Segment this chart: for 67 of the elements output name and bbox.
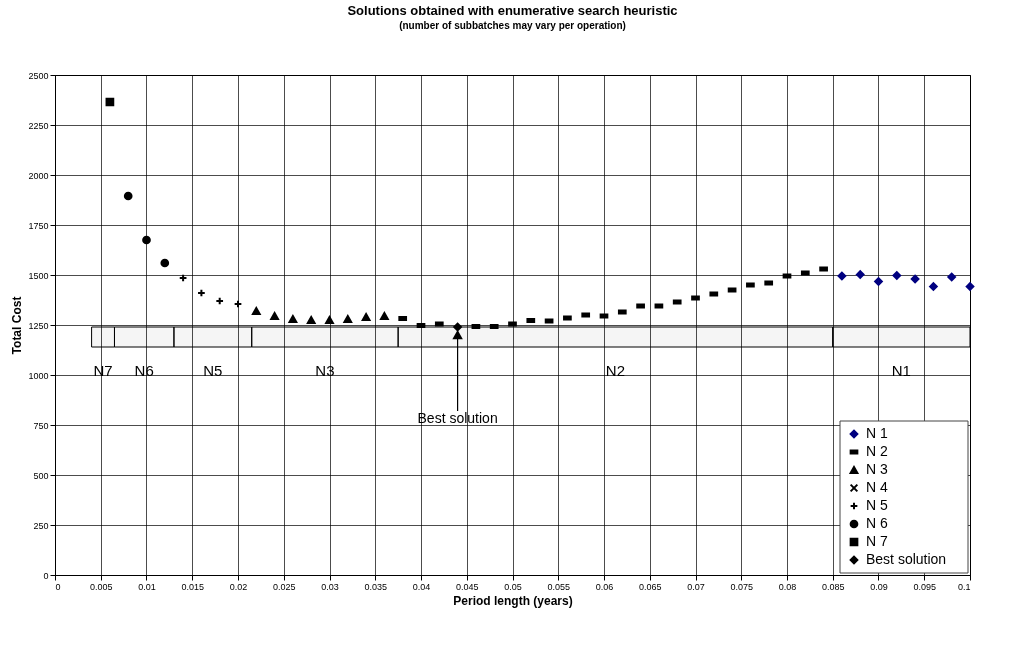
legend-label: N 5 (866, 497, 888, 513)
x-tick-label: 0.085 (821, 581, 845, 592)
x-tick-label: 0.025 (272, 581, 296, 592)
x-axis-title: Period length (years) (453, 593, 573, 608)
band-label: N1 (891, 362, 911, 379)
x-tick-label: 0.005 (89, 581, 113, 592)
point (837, 271, 847, 281)
x-tick-label: 0.05 (504, 581, 522, 592)
point (142, 235, 151, 245)
x-tick-label: 0.01 (138, 581, 156, 592)
y-tick-label: 2250 (28, 120, 49, 131)
y-tick-label: 1000 (28, 370, 49, 381)
point (306, 316, 316, 324)
point (343, 315, 353, 323)
point (123, 191, 133, 201)
x-tick-label: 0.02 (229, 581, 248, 592)
point (288, 315, 298, 323)
band-label: N5 (203, 362, 223, 379)
x-tick-label: 0.07 (687, 581, 705, 592)
point (453, 322, 462, 332)
y-tick-label: 750 (33, 420, 49, 431)
x-tick-label: 0.055 (547, 581, 571, 592)
x-tick-label: 0.09 (870, 581, 888, 592)
x-tick-label: 0.04 (412, 581, 431, 592)
x-tick-label: 0.075 (730, 581, 754, 592)
y-tick-label: 250 (33, 520, 49, 531)
point (270, 312, 279, 320)
legend-label: N 4 (866, 479, 888, 495)
point (380, 312, 389, 320)
point (947, 272, 957, 282)
legend-label: N 7 (866, 533, 888, 549)
x-tick-label: 0.03 (321, 581, 339, 592)
x-tick-label: 0.08 (778, 581, 797, 592)
chart-title: Solutions obtained with enumerative search heuristic (347, 3, 678, 18)
x-tick-label: 0.065 (638, 581, 662, 592)
legend-label: N 1 (866, 425, 888, 441)
legend-label: Best solution (866, 551, 947, 567)
chart-subtitle: (number of subbatches may vary per operation) (399, 20, 626, 31)
x-tick-label: 0.06 (595, 581, 614, 592)
y-axis-title: Total Cost (10, 296, 25, 355)
point (251, 307, 261, 315)
point (965, 282, 975, 291)
x-tick-label: 0.095 (913, 581, 937, 592)
legend-label: N 3 (866, 461, 888, 477)
band-label: N2 (605, 362, 626, 379)
point (325, 316, 334, 324)
y-tick-label: 500 (33, 470, 49, 481)
point (929, 282, 938, 291)
y-tick-label: 0 (43, 570, 49, 581)
x-tick-label: 0.015 (181, 581, 205, 592)
point (892, 271, 902, 280)
point (855, 270, 865, 279)
y-tick-label: 1750 (28, 220, 49, 231)
y-tick-label: 2500 (28, 70, 49, 81)
legend-label: N 6 (866, 515, 888, 531)
point (361, 313, 371, 321)
y-tick-label: 1250 (28, 320, 49, 331)
y-tick-label: 1500 (28, 270, 49, 281)
point (160, 258, 170, 268)
point (874, 277, 883, 286)
y-tick-label: 2000 (28, 170, 49, 181)
x-tick-label: 0 (55, 581, 61, 592)
x-tick-label: 0.035 (364, 581, 388, 592)
point (910, 274, 920, 284)
x-tick-label: 0.045 (455, 581, 479, 592)
x-tick-label: 0.1 (957, 581, 971, 592)
legend-label: N 2 (866, 443, 888, 459)
